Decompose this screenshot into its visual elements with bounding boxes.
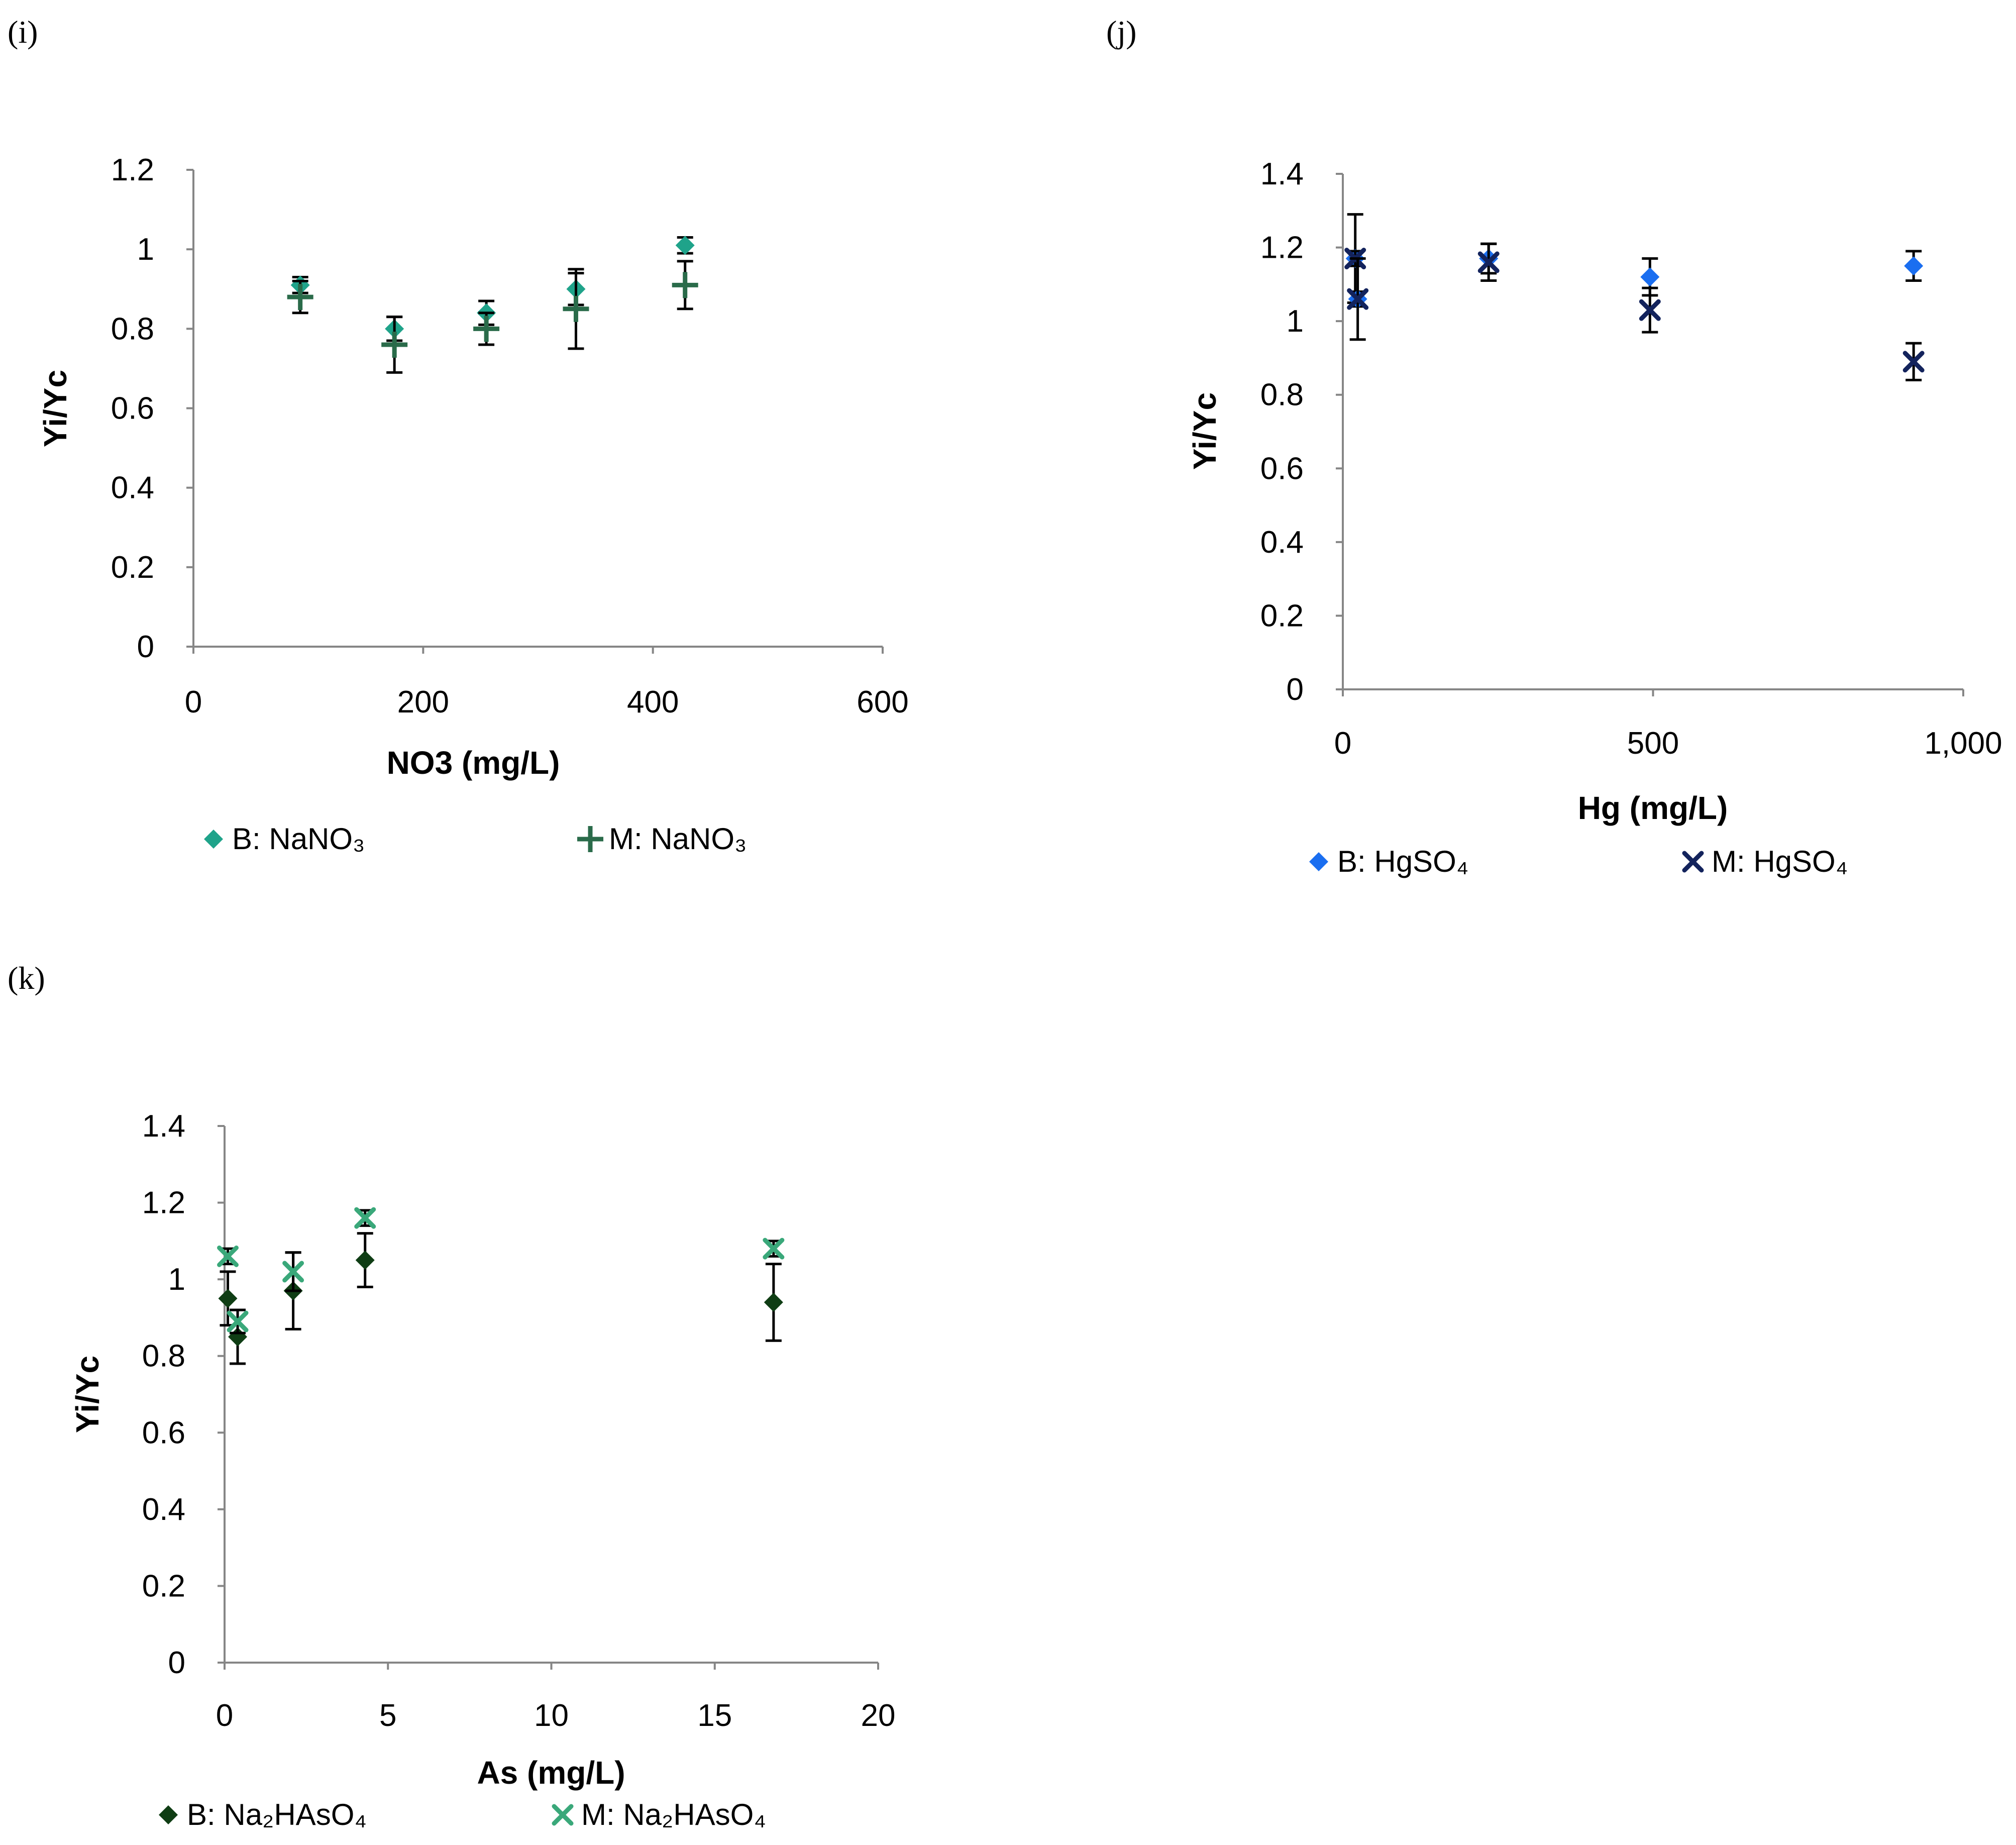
x-tick-label: 15 <box>697 1698 732 1733</box>
x-axis-title: NO3 (mg/L) <box>387 745 560 781</box>
x-tick-label: 200 <box>397 685 449 720</box>
panel-label: (k) <box>8 960 45 996</box>
data-point <box>354 1207 376 1229</box>
legend-label: B: HgSO₄ <box>1337 845 1468 878</box>
x-tick-label: 0 <box>216 1698 233 1733</box>
y-axis-title: Yi/Yc <box>37 370 73 447</box>
legend-entry: M: HgSO₄ <box>1682 845 1848 878</box>
data-point <box>764 1292 783 1312</box>
legend-entry: M: Na₂HAsO₄ <box>552 1798 766 1831</box>
data-point <box>1904 256 1924 276</box>
data-point <box>381 331 408 358</box>
legend-entry: B: HgSO₄ <box>1309 845 1468 878</box>
x-tick-label: 10 <box>534 1698 569 1733</box>
x-tick-label: 500 <box>1627 726 1679 761</box>
y-tick-label: 0.8 <box>111 312 154 346</box>
legend-label: M: NaNO₃ <box>609 822 747 856</box>
y-tick-label: 0.2 <box>1260 598 1304 633</box>
legend-label: B: Na₂HAsO₄ <box>187 1798 367 1831</box>
x-tick-label: 0 <box>185 685 202 720</box>
legend-label: M: Na₂HAsO₄ <box>581 1798 766 1831</box>
legend-marker <box>1309 852 1328 871</box>
legend-entry: M: NaNO₃ <box>577 822 747 856</box>
y-tick-label: 0.8 <box>142 1339 185 1374</box>
x-tick-label: 5 <box>379 1698 396 1733</box>
panel-label: (j) <box>1106 14 1136 50</box>
x-tick-label: 400 <box>627 685 679 720</box>
y-tick-label: 0 <box>168 1646 185 1680</box>
x-tick-label: 1,000 <box>1924 726 2002 761</box>
y-tick-label: 1.2 <box>142 1186 185 1220</box>
y-tick-label: 1 <box>137 232 154 267</box>
y-tick-label: 1 <box>168 1262 185 1297</box>
data-point <box>763 1238 785 1260</box>
chart-panel-k: (k) 0 0.2 0.4 0.6 0.8 1 1.2 1.4 0 5 10 15 20 As (mg/L)… <box>8 960 895 1831</box>
data-point <box>287 284 313 311</box>
y-tick-label: 0.8 <box>1260 378 1304 413</box>
y-tick-label: 0 <box>137 630 154 664</box>
x-tick-label: 20 <box>861 1698 896 1733</box>
y-tick-label: 1.4 <box>142 1109 185 1144</box>
legend-label: B: NaNO₃ <box>232 822 365 856</box>
legend-marker <box>577 826 603 852</box>
data-point <box>1477 251 1500 273</box>
legend-marker <box>1682 851 1704 873</box>
y-axis-title: Yi/Yc <box>69 1356 105 1433</box>
series-b <box>1345 213 1924 309</box>
data-point <box>227 1310 249 1332</box>
data-point <box>1902 351 1925 373</box>
y-tick-label: 0.2 <box>111 550 154 585</box>
data-point <box>282 1261 304 1283</box>
legend-marker <box>552 1804 574 1826</box>
y-tick-label: 0.6 <box>1260 451 1304 486</box>
series-m <box>217 1207 785 1335</box>
y-tick-label: 0 <box>1287 672 1304 707</box>
x-axis-title: As (mg/L) <box>477 1755 625 1791</box>
data-point <box>672 272 698 298</box>
x-axis-title: Hg (mg/L) <box>1578 790 1728 826</box>
y-tick-label: 1.2 <box>111 153 154 187</box>
series-m <box>287 260 698 374</box>
chart-panel-j: (j) 0 0.2 0.4 0.6 0.8 1 1.2 1.4 0 500 1,000 Hg (mg/L… <box>1106 14 2002 878</box>
y-tick-label: 0.4 <box>142 1492 185 1527</box>
legend-label: M: HgSO₄ <box>1712 845 1848 878</box>
panel-label: (i) <box>8 14 38 50</box>
data-point <box>675 236 695 255</box>
legend-marker <box>204 830 223 849</box>
y-tick-label: 0.6 <box>111 391 154 426</box>
legend-marker <box>159 1805 178 1824</box>
y-axis-title: Yi/Yc <box>1187 392 1223 470</box>
legend-entry: B: Na₂HAsO₄ <box>159 1798 367 1831</box>
y-tick-label: 0.4 <box>111 471 154 505</box>
y-tick-label: 1 <box>1287 304 1304 339</box>
y-tick-label: 1.4 <box>1260 157 1304 191</box>
y-tick-label: 0.4 <box>1260 525 1304 560</box>
series-b <box>218 1232 783 1365</box>
data-point <box>563 295 589 322</box>
y-tick-label: 1.2 <box>1260 231 1304 265</box>
data-point <box>1347 288 1369 310</box>
x-tick-label: 0 <box>1334 726 1351 761</box>
legend-entry: B: NaNO₃ <box>204 822 365 856</box>
data-point <box>217 1245 239 1267</box>
data-point <box>1639 299 1661 321</box>
y-tick-label: 0.6 <box>142 1415 185 1450</box>
data-point <box>1640 267 1660 287</box>
data-point <box>355 1251 375 1270</box>
x-tick-label: 600 <box>857 685 908 720</box>
data-point <box>218 1289 238 1308</box>
data-point <box>473 316 500 342</box>
series-b <box>290 236 695 342</box>
series-m <box>1344 242 1925 381</box>
y-tick-label: 0.2 <box>142 1569 185 1603</box>
chart-panel-i: (i) 0 0.2 0.4 0.6 0.8 1 1.2 0 200 400 600 NO3 (mg/L)… <box>8 14 909 856</box>
